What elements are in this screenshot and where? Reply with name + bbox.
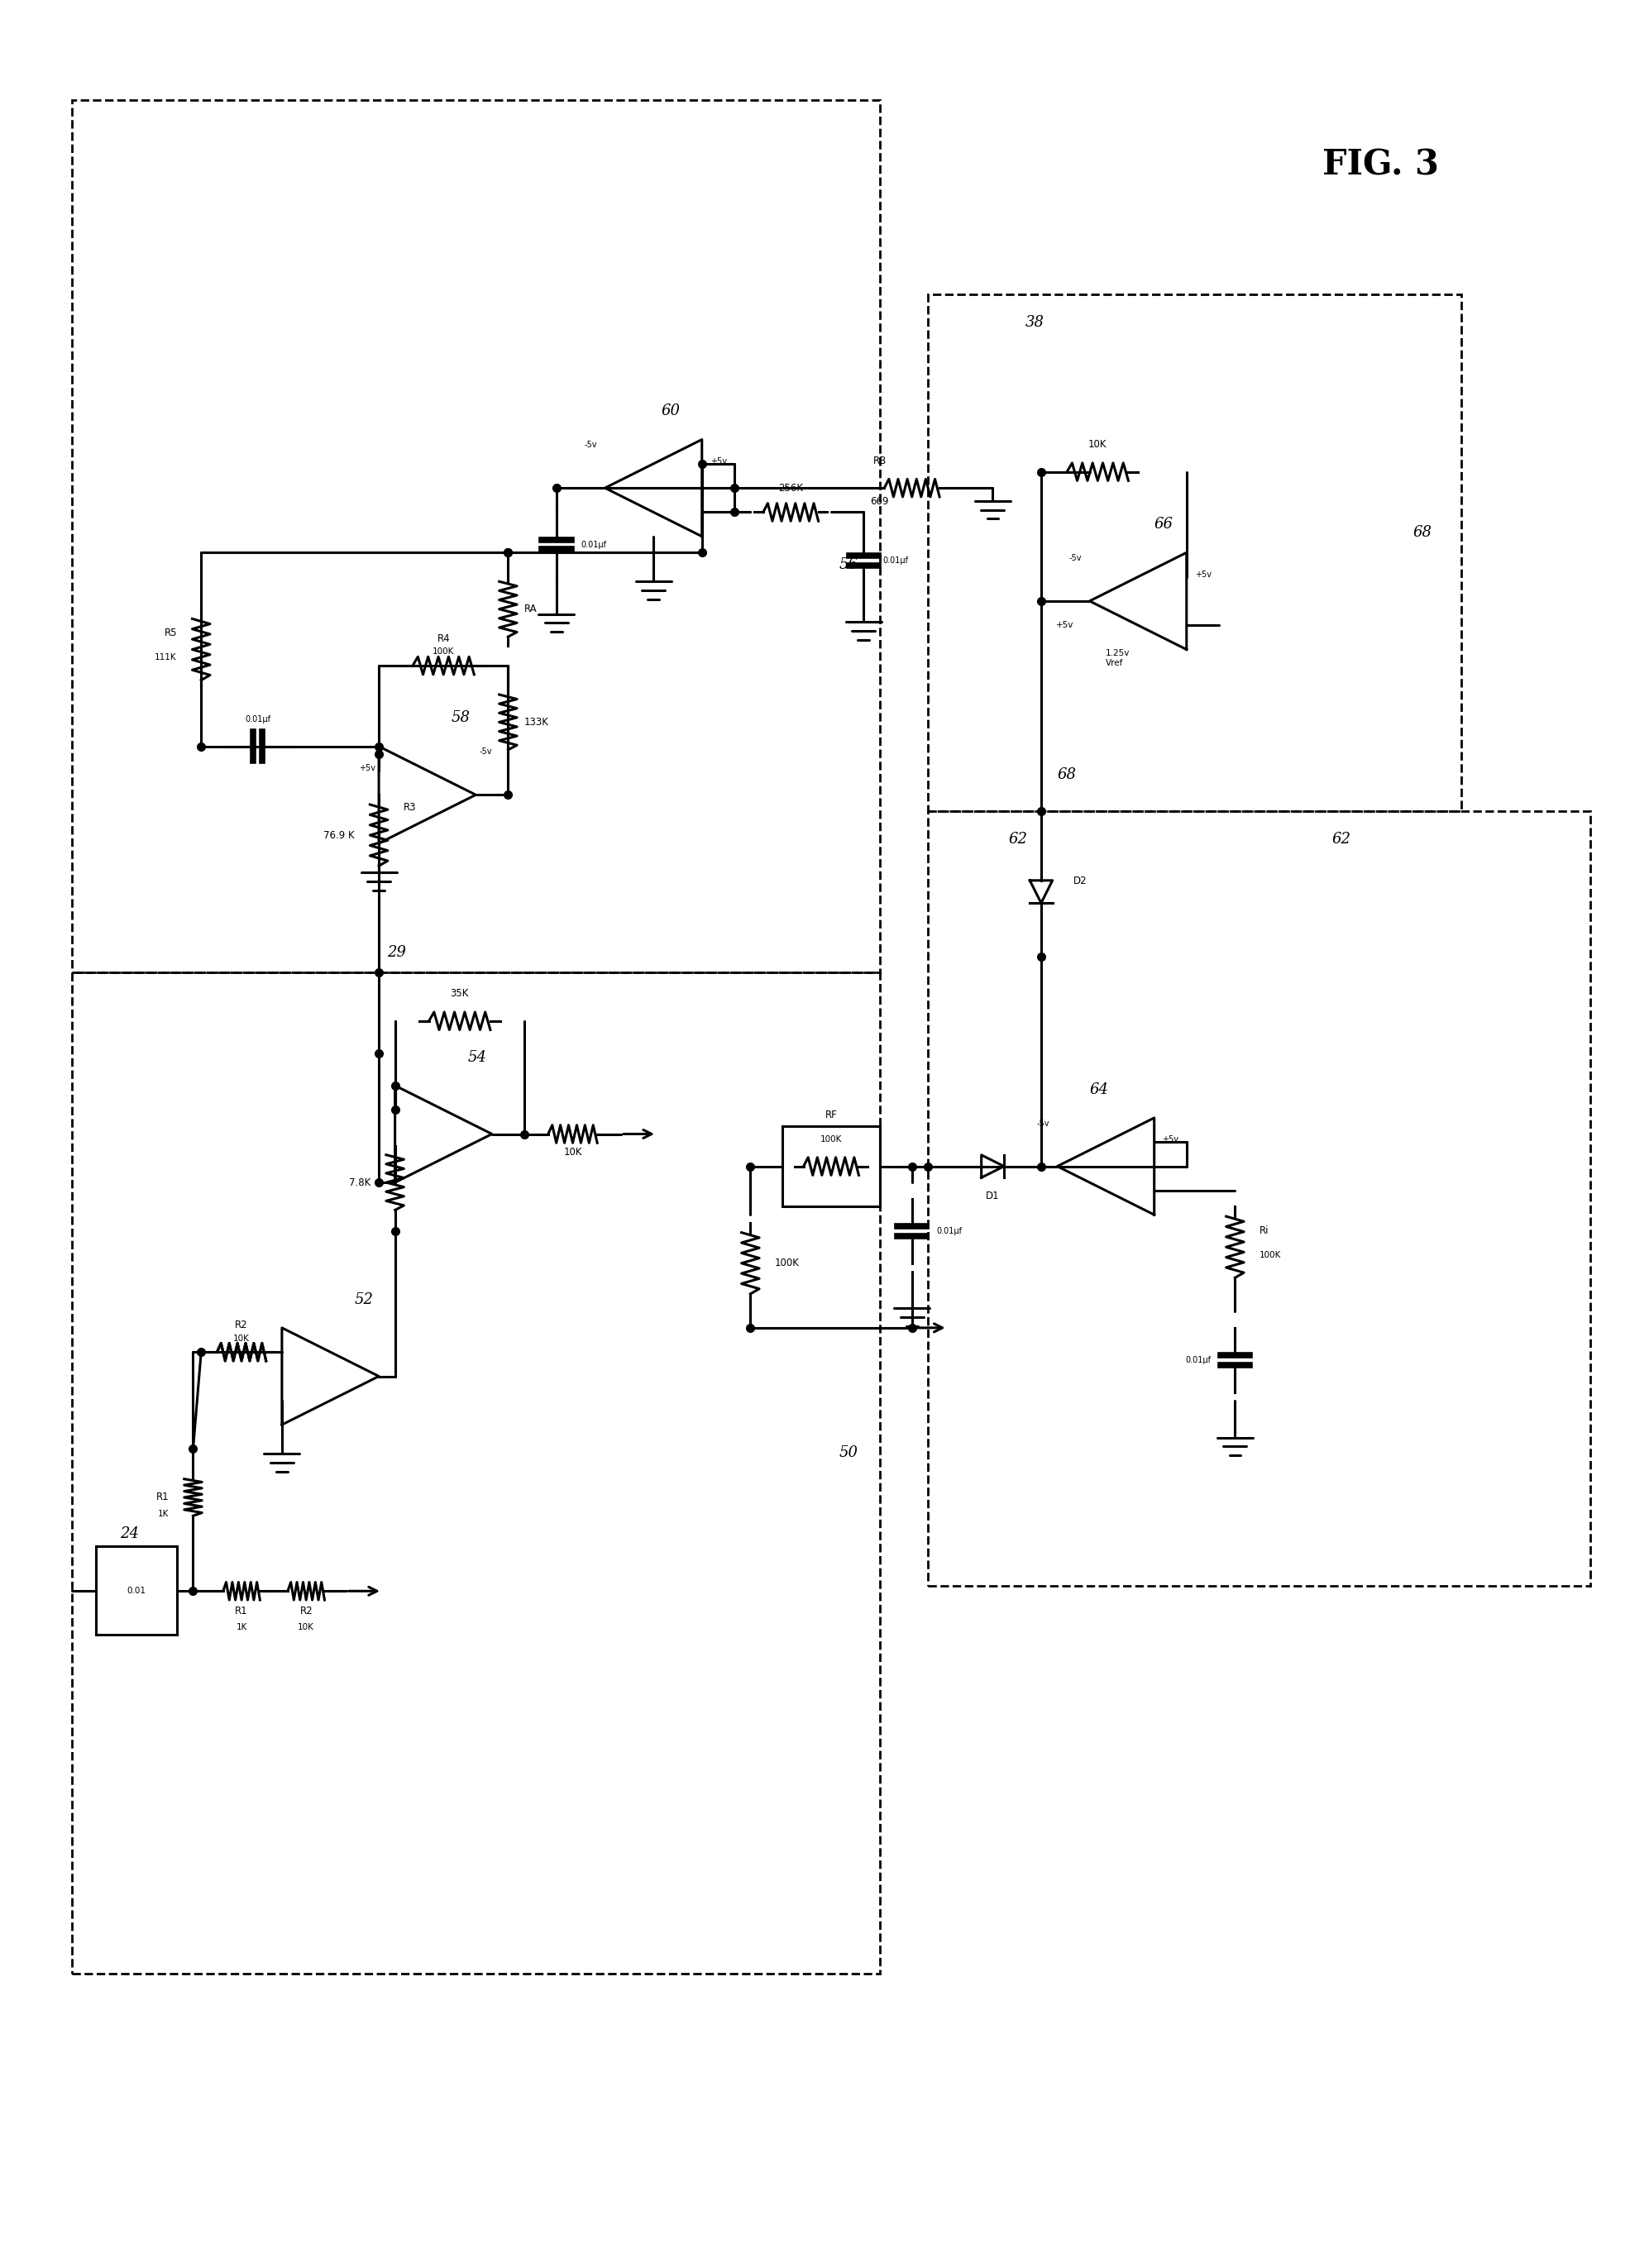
Text: R5: R5	[165, 628, 178, 640]
Text: 60: 60	[662, 404, 681, 420]
Text: 100K: 100K	[432, 649, 455, 655]
Text: RB: RB	[874, 456, 887, 467]
Text: 0.01µf: 0.01µf	[1185, 1356, 1211, 1365]
Bar	[72, 973, 880, 1973]
Text: 64: 64	[1089, 1082, 1108, 1098]
Text: 0.01µf: 0.01µf	[883, 556, 908, 565]
Text: RF: RF	[825, 1109, 838, 1120]
Text: 133K: 133K	[525, 717, 549, 728]
Text: +5v: +5v	[1195, 569, 1211, 578]
Text: -5v: -5v	[1037, 1120, 1050, 1127]
Text: 100K: 100K	[1260, 1252, 1281, 1259]
Text: -5v: -5v	[584, 440, 597, 449]
Text: 52: 52	[355, 1293, 373, 1306]
Text: 669: 669	[870, 497, 888, 506]
Text: R2: R2	[235, 1320, 248, 1331]
Text: D1: D1	[986, 1191, 999, 1202]
Text: Ri: Ri	[1260, 1225, 1268, 1236]
Text: 38: 38	[1025, 315, 1045, 329]
Text: 0.01µf: 0.01µf	[244, 714, 271, 723]
Text: R1: R1	[235, 1606, 248, 1617]
Text: 10K: 10K	[298, 1624, 315, 1631]
Text: 24: 24	[121, 1526, 140, 1540]
Text: R2: R2	[300, 1606, 313, 1617]
Text: R3: R3	[403, 803, 416, 814]
Text: 35K: 35K	[450, 989, 469, 1000]
Text: -5v: -5v	[1069, 553, 1082, 562]
Text: 0.01µf: 0.01µf	[936, 1227, 962, 1236]
Text: 1.25v
Vref: 1.25v Vref	[1105, 649, 1130, 667]
Text: 100K: 100K	[820, 1136, 843, 1143]
Text: +5v: +5v	[711, 458, 727, 465]
Text: +5v: +5v	[1056, 621, 1074, 631]
Text: 68: 68	[1058, 767, 1076, 782]
Bar	[782, 1125, 880, 1207]
Text: 62: 62	[1009, 832, 1029, 846]
Text: 10K: 10K	[1089, 440, 1107, 449]
Text: D2: D2	[1074, 875, 1087, 887]
Text: 111K: 111K	[155, 653, 178, 662]
Bar	[927, 295, 1460, 812]
Text: +5v: +5v	[1162, 1136, 1178, 1143]
Text: 58: 58	[452, 710, 471, 726]
Text: 29: 29	[386, 946, 406, 959]
Bar	[96, 1547, 178, 1635]
Text: FIG. 3: FIG. 3	[1322, 147, 1439, 181]
Text: 56: 56	[839, 558, 859, 572]
Bar	[927, 812, 1591, 1585]
Text: 54: 54	[468, 1050, 487, 1064]
Text: 1K: 1K	[158, 1510, 170, 1517]
Text: -5v: -5v	[479, 748, 492, 755]
Text: 50: 50	[839, 1445, 859, 1461]
Text: 10K: 10K	[564, 1148, 582, 1157]
Text: 1K: 1K	[236, 1624, 248, 1631]
Text: 7.8K: 7.8K	[349, 1177, 370, 1188]
Text: +5v: +5v	[359, 764, 375, 773]
Text: 256K: 256K	[779, 483, 804, 494]
Text: 10K: 10K	[233, 1334, 249, 1343]
Text: R1: R1	[156, 1492, 170, 1504]
Text: 76.9 K: 76.9 K	[323, 830, 355, 841]
Text: 100K: 100K	[774, 1259, 799, 1268]
Text: 68: 68	[1413, 524, 1431, 540]
Text: R4: R4	[437, 633, 450, 644]
Text: 62: 62	[1332, 832, 1351, 846]
Bar	[72, 100, 880, 973]
Text: 0.01µf: 0.01µf	[580, 540, 606, 549]
Text: 66: 66	[1154, 517, 1174, 531]
Text: RA: RA	[525, 603, 538, 615]
Text: 0.01: 0.01	[127, 1588, 147, 1594]
